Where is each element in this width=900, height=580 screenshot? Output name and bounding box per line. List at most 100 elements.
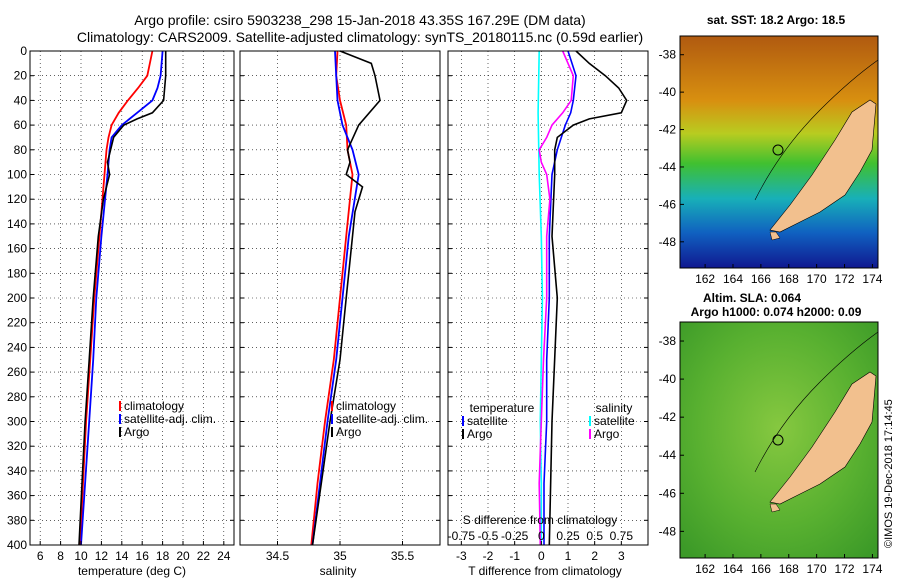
y-tick-label: 220	[7, 316, 27, 330]
difference-panel: -3 -2 -1 0 1 2 3 -0.75 -0.5 -0.25 0 0.25 0.5 0.75 tem…	[447, 50, 649, 578]
series-line-climatology	[79, 50, 154, 546]
series-line-climatology	[310, 50, 354, 546]
lat-tick-label: -42	[659, 123, 677, 137]
lon-tick-label: 170	[807, 562, 827, 576]
sst-map-title: sat. SST: 18.2 Argo: 18.5	[707, 13, 846, 27]
x-tick-label: 22	[197, 549, 211, 563]
sst-map-frame	[679, 35, 879, 269]
legend-label: satellite	[594, 414, 635, 428]
y-tick-label: 60	[14, 118, 28, 132]
new-zealand-landmass	[769, 99, 877, 233]
lat-tick-label: -46	[659, 486, 677, 500]
lon-tick-label: 162	[695, 272, 715, 286]
y-tick-label: 140	[7, 217, 27, 231]
y-tick-label: 80	[14, 143, 28, 157]
y-tick-label: 300	[7, 415, 27, 429]
x-tick-label: 18	[156, 549, 170, 563]
y-tick-label: 360	[7, 489, 27, 503]
series-line-t-satellite	[543, 50, 577, 545]
y-tick-label: 120	[7, 192, 27, 206]
legend-label: satellite-adj. clim.	[336, 412, 428, 426]
x-tick-label: 20	[176, 549, 190, 563]
x-tick-label: 8	[57, 549, 64, 563]
lat-tick-label: -48	[659, 235, 677, 249]
x-tick-label: -3	[456, 549, 467, 563]
lat-tick-label: -46	[659, 197, 677, 211]
x-tick-label: 14	[115, 549, 129, 563]
lon-tick-label: 162	[695, 562, 715, 576]
s-tick-label: 0	[538, 529, 545, 543]
legend-label: Argo	[124, 425, 150, 439]
sst-map: sat. SST: 18.2 Argo: 18.5 -38 -40 -42 -44	[659, 13, 883, 286]
legend-label: Argo	[336, 425, 362, 439]
y-tick-label: 400	[7, 538, 27, 552]
imos-credit: ©IMOS 19-Dec-2018 17:14:45	[883, 399, 895, 548]
y-tick-label: 160	[7, 242, 27, 256]
y-tick-label: 240	[7, 340, 27, 354]
argo-float-marker	[772, 144, 784, 156]
temperature-panel: 0 20 40 60 80 100 120 140 160 180 200 220 240 260 280 3…	[7, 44, 235, 578]
series-line-satellite-adj-clim	[80, 50, 164, 546]
y-tick-label: 200	[7, 291, 27, 305]
x-tick-label: 35	[333, 549, 347, 563]
y-tick-label: 0	[20, 44, 27, 58]
y-tick-label: 260	[7, 365, 27, 379]
t-difference-label: T difference from climatology	[468, 564, 622, 578]
y-tick-label: 100	[7, 168, 27, 182]
stewart-island	[769, 231, 781, 241]
lon-tick-label: 174	[862, 562, 882, 576]
s-difference-label: S difference from climatology	[463, 513, 618, 527]
lat-tick-label: -38	[659, 334, 677, 348]
temperature-x-label: temperature (deg C)	[78, 564, 186, 578]
series-line-s-argo	[538, 50, 575, 546]
temperature-axes-frame	[29, 50, 235, 546]
y-tick-label: 380	[7, 513, 27, 527]
s-tick-label: -0.25	[501, 529, 529, 543]
x-tick-label: 0	[538, 549, 545, 563]
s-tick-label: 0.25	[556, 529, 580, 543]
lat-tick-label: -44	[659, 160, 677, 174]
x-tick-label: 12	[95, 549, 109, 563]
legend-label: Argo	[467, 427, 493, 441]
series-line-argo	[311, 50, 381, 546]
x-tick-label: -2	[483, 549, 494, 563]
series-line-s-satellite	[537, 50, 544, 545]
legend-title-temperature: temperature	[470, 401, 535, 415]
x-tick-label: 16	[136, 549, 150, 563]
legend-label: Argo	[594, 427, 620, 441]
y-tick-label: 20	[14, 69, 28, 83]
lon-tick-label: 166	[751, 562, 771, 576]
x-tick-label: 10	[74, 549, 88, 563]
x-tick-label: 2	[591, 549, 598, 563]
s-tick-label: 0.75	[610, 529, 634, 543]
sla-map-title-2: Argo h1000: 0.074 h2000: 0.09	[691, 305, 862, 319]
series-line-argo	[78, 51, 167, 546]
y-tick-label: 40	[14, 93, 28, 107]
lon-tick-label: 174	[862, 272, 882, 286]
lat-tick-label: -42	[659, 410, 677, 424]
sla-map-frame	[679, 321, 879, 559]
lon-tick-label: 164	[723, 562, 743, 576]
stewart-island	[769, 503, 781, 513]
argo-float-marker	[772, 434, 784, 446]
y-tick-label: 340	[7, 464, 27, 478]
bathymetry-contour	[754, 331, 879, 473]
s-tick-label: -0.5	[478, 529, 499, 543]
x-tick-label: 6	[37, 549, 44, 563]
bathymetry-contour	[754, 59, 879, 201]
lon-tick-label: 168	[779, 272, 799, 286]
lat-tick-label: -44	[659, 448, 677, 462]
x-tick-label: 34.5	[266, 549, 290, 563]
salinity-x-label: salinity	[320, 564, 357, 578]
legend-label: satellite-adj. clim.	[124, 412, 216, 426]
y-tick-label: 280	[7, 390, 27, 404]
lon-tick-label: 170	[807, 272, 827, 286]
sla-map: Altim. SLA: 0.064 Argo h1000: 0.074 h200…	[659, 291, 883, 576]
lon-tick-label: 164	[723, 272, 743, 286]
y-tick-label: 320	[7, 439, 27, 453]
x-tick-label: 35.5	[391, 549, 415, 563]
lat-tick-label: -38	[659, 48, 677, 62]
lat-tick-label: -48	[659, 524, 677, 538]
legend-label: climatology	[124, 399, 184, 413]
